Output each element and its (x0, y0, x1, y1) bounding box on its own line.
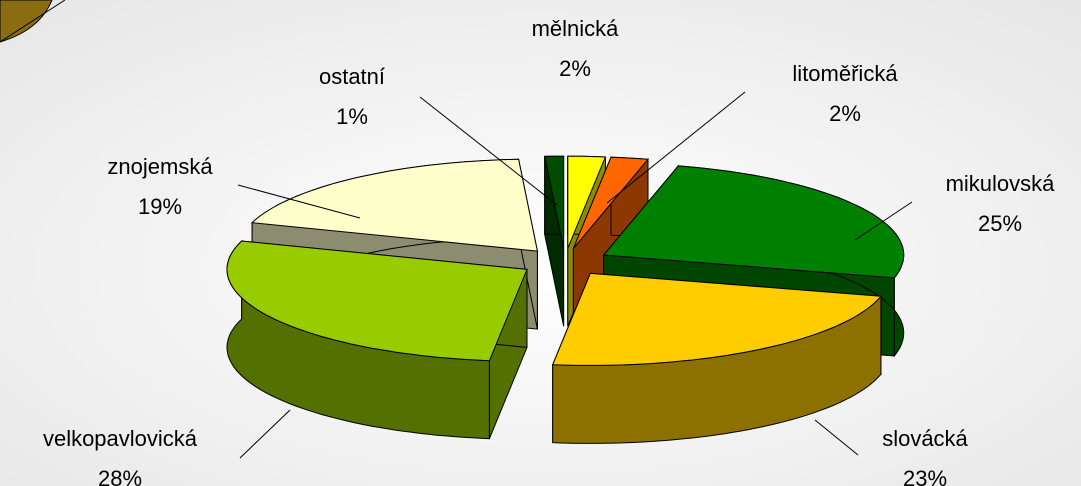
leader-line (239, 409, 291, 459)
leader-line (237, 184, 361, 219)
slice-label: ostatní (319, 64, 385, 89)
slice-value-label: 28% (98, 466, 142, 486)
leader-line (606, 91, 746, 204)
slice (250, 158, 539, 252)
slice-value-label: 25% (978, 211, 1022, 236)
slice-label: litoměřická (792, 61, 898, 86)
slice-label: znojemská (107, 154, 213, 179)
slice-value-label: 1% (336, 104, 368, 129)
slice-label: slovácká (882, 426, 968, 451)
slice-value-label: 2% (559, 56, 591, 81)
slice (551, 272, 882, 366)
slice-value-label: 23% (903, 466, 947, 486)
slice (572, 156, 650, 249)
decoration-line (0, 0, 66, 43)
leader-line (814, 419, 859, 456)
slice-label: mělnická (532, 16, 620, 41)
slice-value-label: 19% (138, 194, 182, 219)
slice-value-label: 2% (829, 101, 861, 126)
leader-line (419, 96, 558, 206)
slice (602, 165, 905, 279)
slice-label: mikulovská (946, 171, 1056, 196)
pie (226, 155, 905, 444)
labels: mělnická 2% litoměřická 2% mikulovská 25% slov… (43, 16, 1055, 486)
slice-label: velkopavlovická (43, 426, 198, 451)
slice (567, 155, 607, 249)
slice (226, 240, 528, 362)
leader-line (854, 201, 913, 241)
